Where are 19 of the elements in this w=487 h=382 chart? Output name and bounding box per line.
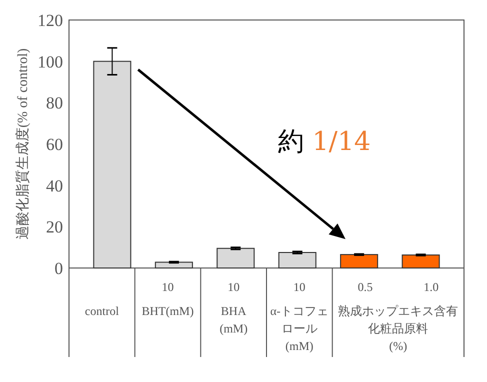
annotation: 約 1/14 xyxy=(278,127,371,157)
y-tick-label: 120 xyxy=(38,10,63,30)
x-tick-label: 10 xyxy=(293,280,306,294)
x-tick-label: 10 xyxy=(228,280,240,294)
x-tick-label: 1.0 xyxy=(424,280,439,294)
x-tick-label: 0.5 xyxy=(358,280,373,294)
y-tick-label: 40 xyxy=(46,176,63,196)
y-tick-label: 80 xyxy=(46,94,63,113)
text: 熟成ホップエキス含有化粧品原料(%) xyxy=(338,304,458,353)
y-tick-label: 100 xyxy=(38,52,63,72)
y-tick-label: 0 xyxy=(54,258,63,278)
text: α-トコフェロール(mM) xyxy=(270,304,329,353)
text: control xyxy=(84,304,120,318)
text: BHA (mM) xyxy=(220,304,248,336)
y-axis-title: 過酸化脂質生成度(% of control) xyxy=(14,48,31,240)
y-tick-label: 20 xyxy=(46,218,63,237)
text: BHT(mM) xyxy=(142,304,194,318)
x-tick-label: 10 xyxy=(162,280,174,294)
y-tick-label: 60 xyxy=(46,134,63,154)
